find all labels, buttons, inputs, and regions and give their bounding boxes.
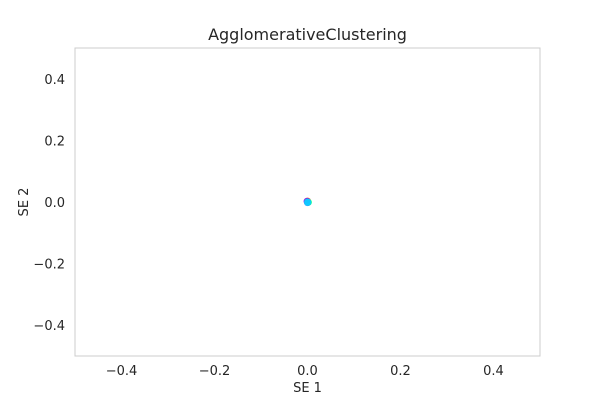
chart-title: AgglomerativeClustering	[208, 25, 407, 44]
y-tick-label: −0.2	[33, 258, 65, 273]
y-tick-label: 0.0	[44, 196, 65, 211]
y-axis-label: SE 2	[17, 188, 32, 217]
x-tick-label: −0.2	[199, 364, 231, 379]
x-tick-label: 0.2	[390, 364, 411, 379]
x-tick-label: 0.4	[483, 364, 504, 379]
x-axis-label: SE 1	[293, 381, 322, 396]
x-tick-label: −0.4	[106, 364, 138, 379]
y-tick-label: −0.4	[33, 319, 65, 334]
x-tick-label: 0.0	[297, 364, 318, 379]
x-tick-labels: −0.4 −0.2 0.0 0.2 0.4	[106, 364, 504, 379]
y-tick-labels: −0.4 −0.2 0.0 0.2 0.4	[33, 73, 65, 334]
data-points	[303, 197, 312, 207]
scatter-point	[304, 198, 311, 206]
y-tick-label: 0.2	[44, 134, 65, 149]
y-tick-label: 0.4	[44, 73, 65, 88]
